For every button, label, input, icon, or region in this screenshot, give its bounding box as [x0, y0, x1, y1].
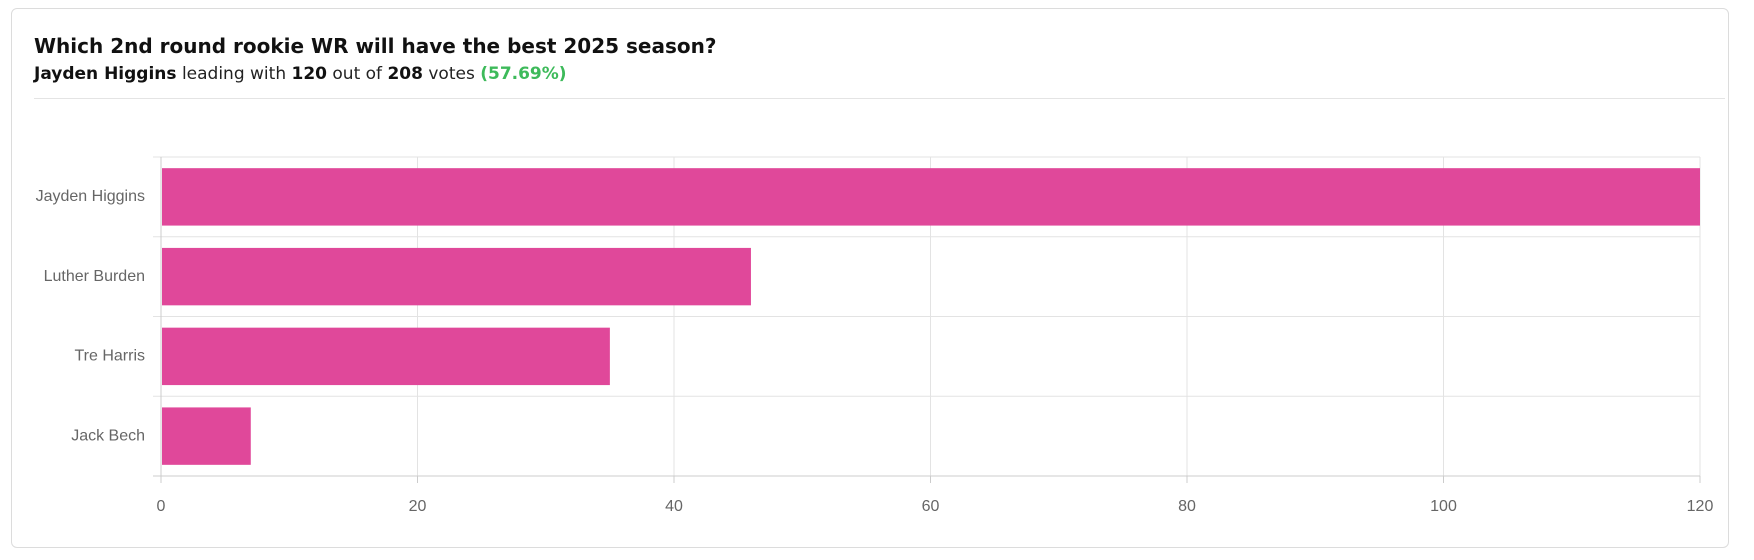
poll-subtitle: Jayden Higgins leading with 120 out of 2… [34, 64, 567, 84]
y-tick-label: Jack Bech [71, 427, 145, 444]
bar [162, 247, 751, 306]
total-votes: 208 [387, 64, 423, 84]
y-tick-label: Jayden Higgins [36, 188, 145, 205]
subtitle-text: out of [332, 64, 383, 84]
x-tick-label: 20 [409, 498, 427, 515]
x-tick-label: 0 [157, 498, 166, 515]
leader-name: Jayden Higgins [34, 64, 177, 84]
bar [162, 168, 1700, 226]
separator [34, 98, 1725, 99]
x-tick-label: 60 [922, 498, 940, 515]
leader-share: (57.69%) [480, 64, 567, 84]
x-tick-label: 120 [1687, 498, 1714, 515]
subtitle-text: leading with [181, 64, 287, 84]
y-tick-label: Luther Burden [44, 268, 145, 285]
subtitle-text: votes [428, 64, 475, 84]
leader-votes: 120 [291, 64, 328, 84]
x-tick-label: 80 [1178, 498, 1196, 515]
bar [162, 327, 610, 386]
x-tick-label: 40 [665, 498, 683, 515]
card [11, 8, 1729, 548]
y-tick-label: Tre Harris [74, 348, 145, 365]
bar [162, 407, 251, 465]
poll-title: Which 2nd round rookie WR will have the … [34, 34, 717, 58]
x-tick-label: 100 [1430, 498, 1457, 515]
